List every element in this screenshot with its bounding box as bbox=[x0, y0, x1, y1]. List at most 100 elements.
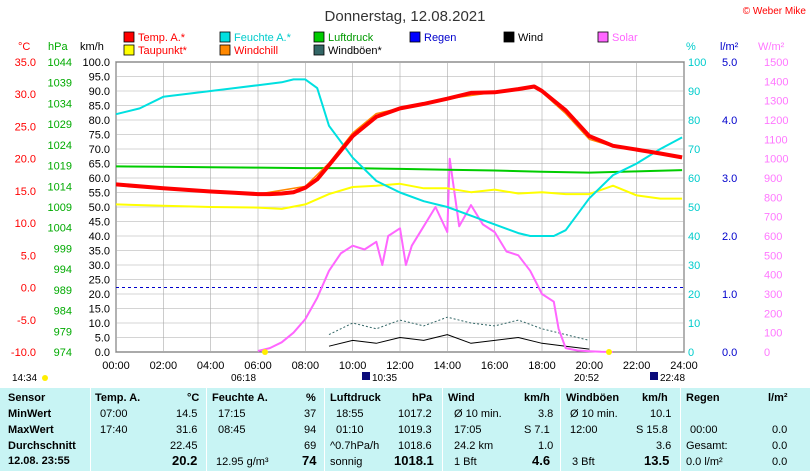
legend-swatch bbox=[313, 44, 325, 56]
series-line-feuchtea bbox=[115, 78, 683, 237]
wind-axis-tick-label: 5.0 bbox=[95, 333, 110, 345]
legend-label: Luftdruck bbox=[328, 32, 374, 44]
header-temp-unit: °C bbox=[187, 392, 200, 404]
humidity-axis-tick-label: 100 bbox=[688, 57, 706, 69]
cur-wind-value: 4.6 bbox=[532, 453, 551, 468]
max-wind-dir: S 7.1 bbox=[524, 424, 550, 436]
wind-axis-tick-label: 20.0 bbox=[89, 289, 110, 301]
x-tick-label: 10:00 bbox=[339, 360, 367, 372]
min-wind-text: Ø 10 min. bbox=[454, 408, 502, 420]
pressure-axis-tick-label: 1044 bbox=[48, 57, 72, 69]
header-temp: Temp. A. bbox=[95, 392, 141, 404]
x-tick-label: 00:00 bbox=[102, 360, 130, 372]
wind-axis-tick-label: 30.0 bbox=[89, 260, 110, 272]
avg-temp-value: 22.45 bbox=[170, 440, 198, 452]
pressure-axis-tick-label: 1004 bbox=[48, 223, 72, 235]
temp-axis-tick-label: 5.0 bbox=[21, 250, 36, 262]
solar-axis-tick-label: 1400 bbox=[764, 76, 788, 88]
moon-time-1: 10:35 bbox=[372, 373, 397, 384]
wind-unit-label: km/h bbox=[80, 41, 104, 53]
solar-axis-tick-label: 1500 bbox=[764, 57, 788, 69]
max-temp-time: 17:40 bbox=[100, 424, 128, 436]
rain-unit-label: l/m² bbox=[720, 41, 739, 53]
wind-axis-tick-label: 40.0 bbox=[89, 231, 110, 243]
avg-rain-value: 0.0 bbox=[772, 440, 788, 452]
humidity-axis-tick-label: 90 bbox=[688, 86, 700, 98]
legend-swatch bbox=[597, 31, 609, 43]
header-wind: Wind bbox=[448, 392, 475, 404]
pressure-axis-tick-label: 979 bbox=[54, 326, 72, 338]
avg-gust-value: 3.6 bbox=[656, 440, 672, 452]
legend-swatch bbox=[123, 31, 135, 43]
solar-axis-tick-label: 100 bbox=[764, 328, 782, 340]
solar-axis-tick-label: 200 bbox=[764, 308, 782, 320]
pressure-axis-tick-label: 1014 bbox=[48, 181, 72, 193]
legend-swatch bbox=[219, 31, 231, 43]
min-press-value: 1017.2 bbox=[398, 408, 432, 420]
sunrise-icon bbox=[262, 349, 268, 355]
wind-axis-tick-label: 65.0 bbox=[89, 159, 110, 171]
pressure-axis-tick-label: 984 bbox=[54, 306, 72, 318]
temp-axis-tick-label: 30.0 bbox=[15, 89, 36, 101]
x-tick-label: 04:00 bbox=[197, 360, 225, 372]
wind-axis-tick-label: 100.0 bbox=[82, 57, 110, 69]
avg-rain-text: Gesamt: bbox=[686, 440, 728, 452]
temp-axis-tick-label: 25.0 bbox=[15, 121, 36, 133]
solar-axis-tick-label: 700 bbox=[764, 212, 782, 224]
avg-hum-value: 69 bbox=[304, 440, 317, 452]
avg-wind-distance: 24.2 km bbox=[454, 440, 494, 452]
solar-unit-label: W/m² bbox=[758, 41, 785, 53]
moon-icon bbox=[362, 372, 370, 380]
copyright-text: © Weber Mike bbox=[743, 6, 807, 17]
left-time-label: 14:34 bbox=[12, 373, 37, 384]
solar-axis-tick-label: 800 bbox=[764, 192, 782, 204]
min-hum-value: 37 bbox=[304, 408, 317, 420]
header-rain-unit: l/m² bbox=[768, 392, 788, 404]
sun-icon bbox=[42, 375, 48, 381]
x-tick-label: 06:00 bbox=[244, 360, 272, 372]
weather-chart: -10.0 -5.0 0.0 5.0 10.0 15.0 20.0 25.0 30.0 35.0 9… bbox=[11, 6, 807, 384]
pressure-axis-tick-label: 999 bbox=[54, 243, 72, 255]
solar-axis-tick-label: 500 bbox=[764, 250, 782, 262]
header-sensor: Sensor bbox=[8, 392, 46, 404]
solar-axis-tick-label: 1300 bbox=[764, 96, 788, 108]
header-humidity: Feuchte A. bbox=[212, 392, 268, 404]
wind-axis-tick-label: 15.0 bbox=[89, 304, 110, 316]
row-label-min: MinWert bbox=[8, 408, 52, 420]
x-tick-label: 16:00 bbox=[481, 360, 509, 372]
pressure-axis-tick-label: 994 bbox=[54, 264, 72, 276]
min-wind-value: 3.8 bbox=[538, 408, 554, 420]
cur-gust-value: 13.5 bbox=[644, 453, 670, 468]
x-tick-label: 14:00 bbox=[434, 360, 462, 372]
wind-axis-tick-label: 25.0 bbox=[89, 275, 110, 287]
pressure-axis-tick-label: 1039 bbox=[48, 78, 72, 90]
humidity-axis-tick-label: 30 bbox=[688, 260, 700, 272]
legend-label: Windböen* bbox=[328, 45, 383, 57]
pressure-axis-tick-label: 989 bbox=[54, 285, 72, 297]
legend-swatch bbox=[503, 31, 515, 43]
row-label-current: 12.08. 23:55 bbox=[8, 455, 70, 467]
sunset-icon bbox=[606, 349, 612, 355]
cur-hum-text: 12.95 g/m³ bbox=[216, 456, 269, 468]
humidity-axis-tick-label: 80 bbox=[688, 115, 700, 127]
humidity-axis-tick-label: 40 bbox=[688, 231, 700, 243]
humidity-axis-tick-label: 50 bbox=[688, 202, 700, 214]
header-pressure: Luftdruck bbox=[330, 392, 381, 404]
wind-axis-tick-label: 60.0 bbox=[89, 173, 110, 185]
wind-axis-tick-label: 85.0 bbox=[89, 101, 110, 113]
row-label-max: MaxWert bbox=[8, 424, 54, 436]
wind-axis-tick-label: 90.0 bbox=[89, 86, 110, 98]
legend-label: Feuchte A.* bbox=[234, 32, 292, 44]
sunrise-label: 06:18 bbox=[231, 373, 256, 384]
humidity-axis-tick-label: 20 bbox=[688, 289, 700, 301]
legend-swatch bbox=[313, 31, 325, 43]
min-temp-time: 07:00 bbox=[100, 408, 128, 420]
avg-press-value: 1018.6 bbox=[398, 440, 432, 452]
humidity-axis-tick-label: 70 bbox=[688, 144, 700, 156]
cur-hum-value: 74 bbox=[302, 453, 317, 468]
wind-axis-tick-label: 80.0 bbox=[89, 115, 110, 127]
humidity-axis-tick-label: 10 bbox=[688, 318, 700, 330]
min-gust-text: Ø 10 min. bbox=[570, 408, 618, 420]
series-line-tempa bbox=[115, 84, 683, 197]
cur-temp-value: 20.2 bbox=[172, 453, 198, 468]
